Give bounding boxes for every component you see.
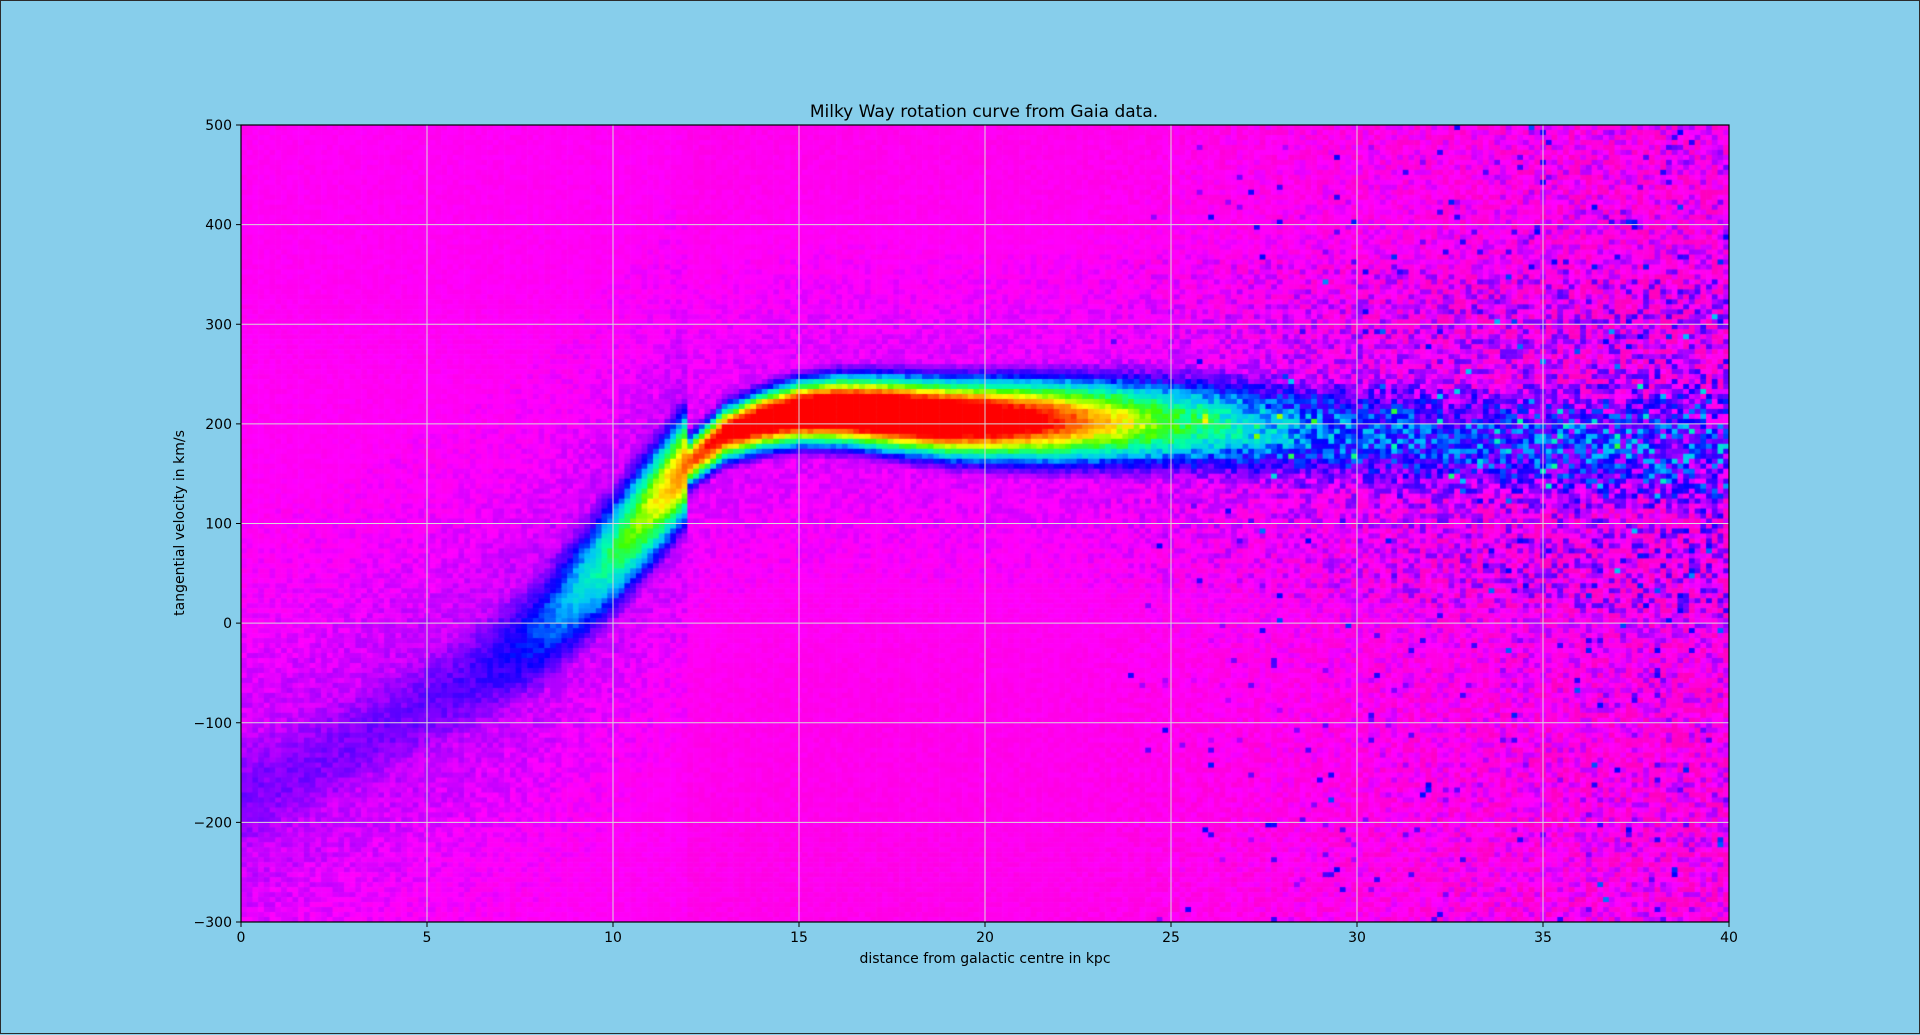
y-tick-label: −200 [194, 815, 232, 831]
x-axis-label: distance from galactic centre in kpc [859, 951, 1110, 967]
chart-title: Milky Way rotation curve from Gaia data. [810, 102, 1158, 122]
y-tick-label: 300 [205, 317, 232, 333]
x-tick-label: 10 [604, 930, 622, 946]
y-tick-label: −100 [194, 716, 232, 732]
x-tick-label: 0 [237, 930, 246, 946]
y-tick-label: 200 [205, 417, 232, 433]
x-tick-label: 30 [1348, 930, 1366, 946]
x-tick-label: 5 [423, 930, 432, 946]
y-tick-label: 0 [223, 616, 232, 632]
y-axis-ticks: −300 −200 −100 0 100 200 300 400 500 [194, 118, 241, 931]
x-tick-label: 20 [976, 930, 994, 946]
grid-lines [241, 125, 1729, 922]
x-tick-label: 35 [1534, 930, 1552, 946]
y-tick-label: 500 [205, 118, 232, 134]
x-tick-label: 40 [1720, 930, 1738, 946]
y-tick-label: 100 [205, 517, 232, 533]
x-axis-ticks: 0 5 10 15 20 25 30 35 40 [237, 922, 1738, 946]
y-tick-label: −300 [194, 915, 232, 931]
y-axis-label: tangential velocity in km/s [172, 430, 188, 616]
x-tick-label: 25 [1162, 930, 1180, 946]
y-tick-label: 400 [205, 218, 232, 234]
x-tick-label: 15 [790, 930, 808, 946]
